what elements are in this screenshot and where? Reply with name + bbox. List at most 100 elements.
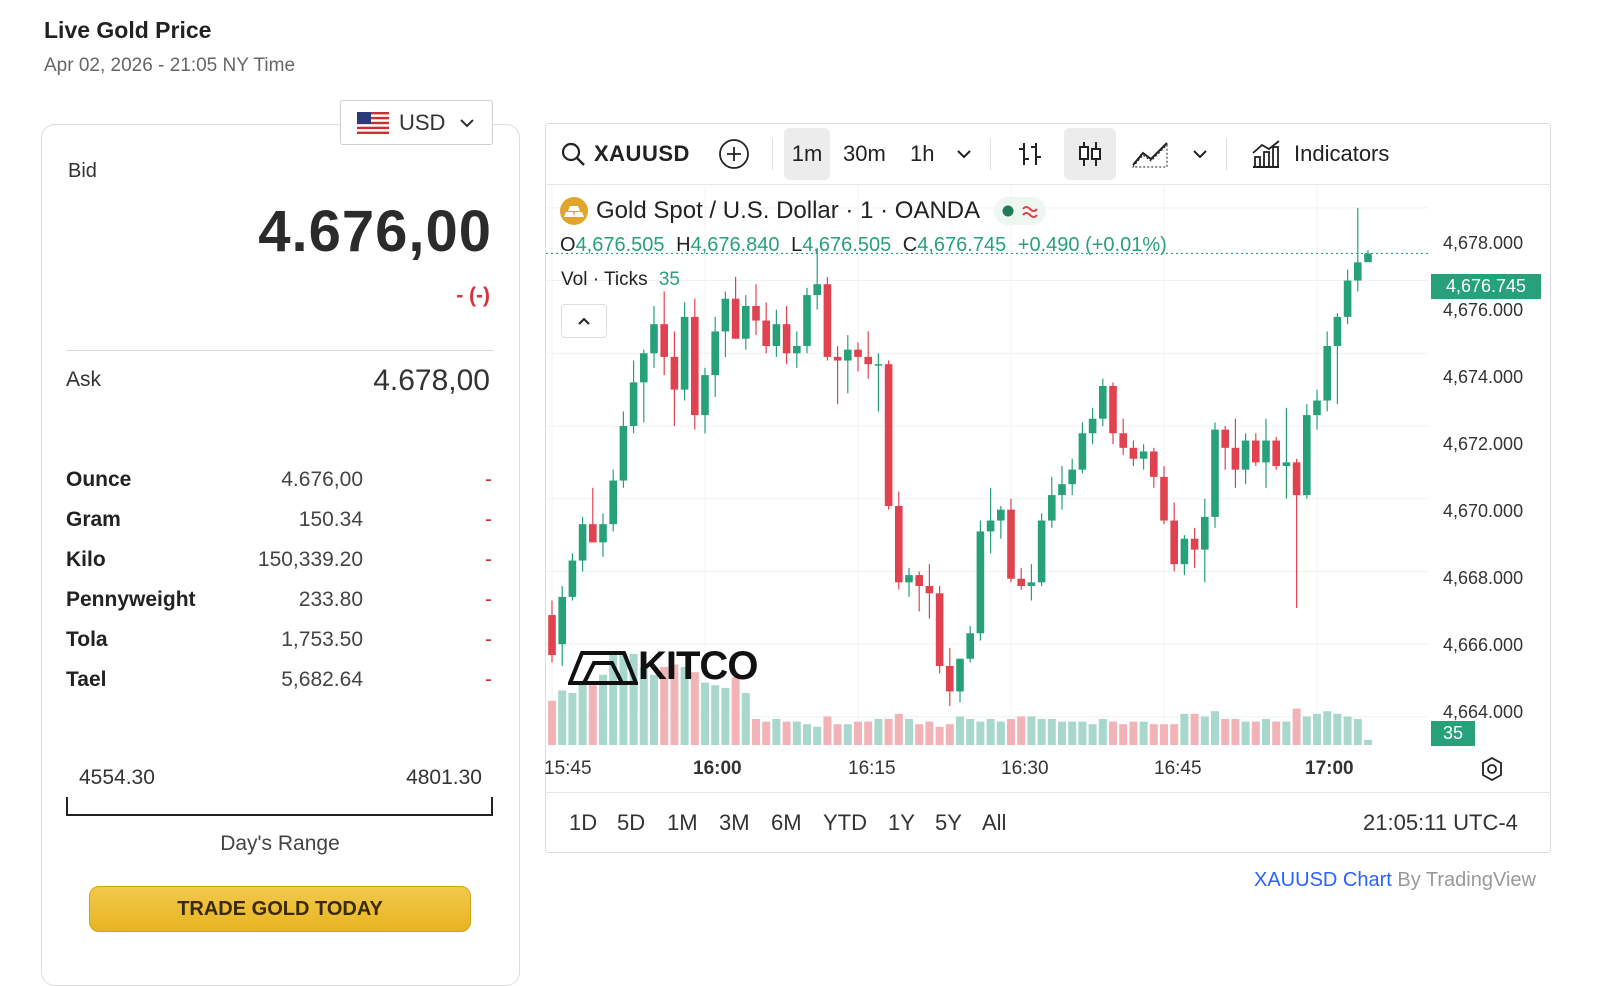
currency-select[interactable]: USD	[340, 100, 493, 145]
indicators-button[interactable]: Indicators	[1250, 124, 1389, 184]
candlestick-chart[interactable]	[546, 186, 1550, 792]
volume-bar	[1221, 719, 1230, 745]
trade-gold-button[interactable]: TRADE GOLD TODAY	[89, 886, 471, 932]
symbol-input[interactable]: XAUUSD	[594, 141, 690, 166]
unit-value: 233.80	[298, 588, 363, 611]
volume-bar	[711, 685, 720, 745]
volume-bar	[548, 700, 556, 745]
volume-bar	[1160, 724, 1168, 745]
collapse-legend-button[interactable]	[561, 304, 607, 338]
candle-body	[691, 316, 699, 416]
price-panel	[41, 124, 520, 986]
unit-name: Pennyweight	[66, 588, 196, 611]
unit-change: -	[485, 588, 492, 611]
price-change: +0.490 (+0.01%)	[1017, 234, 1167, 256]
range-3m[interactable]: 3M	[719, 810, 750, 835]
unit-name: Gram	[66, 508, 121, 531]
interval-30m[interactable]: 30m	[843, 141, 886, 166]
gold-bars-icon	[560, 197, 588, 225]
volume-bar	[1190, 713, 1199, 745]
candle-body	[762, 320, 770, 346]
high-label: H	[676, 234, 691, 256]
range-1m[interactable]: 1M	[667, 810, 698, 835]
candle-body	[1252, 440, 1260, 463]
range-1d[interactable]: 1D	[569, 810, 598, 835]
volume-bar	[680, 667, 689, 745]
candle-body	[1058, 484, 1066, 496]
candle-body	[1180, 538, 1189, 565]
chart-grid	[546, 186, 1428, 746]
volume-bar	[772, 719, 781, 745]
volume-bar	[1343, 716, 1352, 745]
y-axis-tick: 4,676.000	[1443, 300, 1524, 320]
indicators-icon	[1252, 140, 1280, 168]
chart-type-dropdown[interactable]	[1192, 124, 1208, 184]
volume-bar	[966, 719, 975, 745]
volume-bar	[813, 726, 822, 745]
unit-change: -	[485, 548, 492, 571]
candle-body	[803, 295, 811, 346]
y-axis-tick: 4,674.000	[1443, 367, 1524, 387]
range-1y[interactable]: 1Y	[888, 810, 915, 835]
y-axis-tick: 4,668.000	[1443, 568, 1524, 588]
volume-bar	[1241, 721, 1250, 745]
add-symbol-button[interactable]	[718, 124, 750, 184]
x-axis-tick: 17:00	[1305, 758, 1354, 779]
x-axis-tick: 16:30	[1001, 758, 1049, 779]
open-value: 4,676.505	[575, 234, 665, 256]
volume-bar	[1129, 721, 1138, 745]
volume-bar	[894, 713, 903, 745]
unit-value: 1,753.50	[281, 628, 363, 651]
unit-name: Tola	[66, 628, 108, 651]
volume-bar	[609, 651, 618, 745]
divider	[66, 350, 494, 351]
candle-body	[1364, 253, 1372, 263]
volume-bar	[1098, 719, 1107, 745]
interval-1h[interactable]: 1h	[910, 141, 935, 166]
last-price-label: 4,676.745	[1431, 274, 1541, 299]
unit-value: 4.676,00	[281, 468, 363, 491]
y-axis-tick: 4,664.000	[1443, 702, 1524, 722]
volume-bar	[1088, 724, 1097, 745]
candle-body	[1241, 440, 1250, 470]
bid-price: 4.676,00	[258, 199, 492, 264]
market-status-pill[interactable]	[994, 197, 1047, 225]
candle-body	[986, 520, 995, 532]
candle-body	[1160, 476, 1168, 521]
volume-bar	[650, 674, 658, 745]
range-5d[interactable]: 5D	[617, 810, 646, 835]
volume-bar	[854, 721, 862, 745]
indicators-label: Indicators	[1294, 141, 1390, 166]
timestamp: Apr 02, 2026 - 21:05 NY Time	[44, 55, 296, 76]
area-style-button[interactable]	[1131, 124, 1171, 184]
candle-body	[548, 615, 556, 656]
interval-1m[interactable]: 1m	[784, 128, 830, 180]
bars-icon	[1019, 143, 1041, 165]
settings-icon[interactable]	[1479, 756, 1505, 782]
volume-bar	[639, 667, 648, 745]
range-all[interactable]: All	[982, 810, 1007, 835]
candles-icon	[1079, 142, 1101, 166]
candles-style-button[interactable]	[1064, 128, 1116, 180]
candle-body	[752, 306, 760, 321]
candle-body	[782, 324, 791, 354]
volume-bar	[843, 724, 852, 745]
range-6m[interactable]: 6M	[771, 810, 802, 835]
volume-bar	[864, 721, 873, 745]
range-5y[interactable]: 5Y	[935, 810, 962, 835]
symbol-search[interactable]: XAUUSD	[560, 124, 690, 184]
candle-body	[895, 506, 903, 583]
xauusd-chart-link[interactable]: XAUUSD Chart	[1254, 869, 1392, 891]
candle-body	[1129, 447, 1138, 459]
bars-style-button[interactable]	[1016, 124, 1044, 184]
unit-value: 5,682.64	[281, 668, 363, 691]
volume-bar	[1231, 719, 1240, 745]
low-value: 4,676.505	[802, 234, 892, 256]
chevron-up-icon	[578, 317, 590, 325]
candle-body	[1048, 495, 1056, 521]
interval-dropdown[interactable]	[956, 124, 972, 184]
unit-name: Tael	[66, 668, 107, 691]
range-ytd[interactable]: YTD	[823, 810, 867, 835]
area-chart-icon	[1131, 142, 1168, 168]
volume-bar	[1170, 724, 1179, 745]
